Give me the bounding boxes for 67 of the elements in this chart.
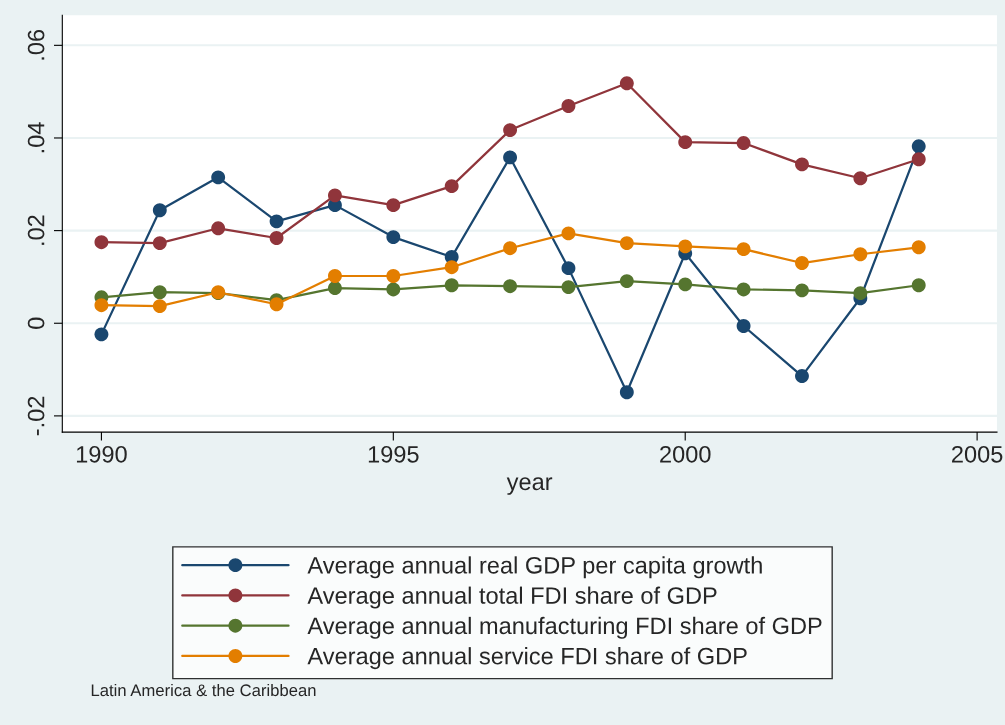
y-tick-label: .06 (27, 29, 45, 60)
y-tick-label: .04 (27, 122, 45, 153)
point (853, 286, 868, 301)
point (795, 157, 809, 172)
point (911, 152, 926, 167)
point (386, 198, 401, 213)
point (152, 285, 167, 300)
legend-label: Average annual manufacturing FDI share of GDP (307, 616, 822, 639)
y-tick-label: -.02 (27, 396, 45, 436)
point (561, 99, 576, 113)
y-tick-label: 0 (27, 317, 45, 329)
point (853, 247, 868, 262)
point (386, 282, 401, 297)
point (444, 278, 459, 293)
point (94, 298, 109, 313)
point (736, 282, 751, 297)
text: Latin America & the Caribbean (91, 683, 316, 697)
point (152, 299, 167, 314)
point (561, 226, 576, 241)
point (503, 150, 518, 165)
point (561, 280, 576, 295)
point (619, 236, 634, 251)
y-tick-label: .02 (27, 215, 45, 245)
point (853, 171, 868, 186)
point (269, 231, 284, 245)
point (795, 283, 809, 298)
point (94, 235, 109, 250)
point (619, 274, 634, 289)
point (678, 239, 693, 254)
x-tick-label: 2000 (660, 445, 711, 463)
x-tick-label: 2005 (952, 445, 1003, 463)
point (328, 281, 342, 295)
point (211, 221, 226, 236)
point (269, 214, 284, 229)
point (444, 260, 459, 275)
point (678, 135, 693, 150)
point (736, 136, 751, 151)
point (911, 278, 926, 293)
x-tick-label: 1995 (368, 445, 419, 463)
point (736, 319, 751, 333)
point (152, 236, 167, 251)
legend-label: Average annual total FDI share of GDP (307, 586, 717, 609)
point (386, 230, 401, 245)
point (503, 241, 518, 256)
point (795, 369, 809, 383)
legend-label: Average annual service FDI share of GDP (307, 647, 747, 670)
point (328, 269, 342, 283)
point (561, 261, 576, 276)
point (94, 327, 109, 342)
point (736, 242, 751, 257)
point (619, 385, 634, 400)
point (619, 76, 634, 91)
point (503, 279, 518, 294)
point (444, 179, 459, 194)
x-axis-title: year (506, 477, 553, 495)
point (211, 170, 226, 185)
legend-label: Average annual real GDP per capita growth (307, 556, 762, 579)
point (503, 123, 518, 138)
point (269, 297, 284, 312)
point (911, 240, 926, 255)
point (911, 139, 926, 154)
point (678, 277, 693, 292)
point (386, 269, 401, 283)
x-tick-label: 1990 (76, 445, 127, 463)
point (152, 203, 167, 218)
point (328, 188, 342, 203)
point (795, 256, 809, 270)
